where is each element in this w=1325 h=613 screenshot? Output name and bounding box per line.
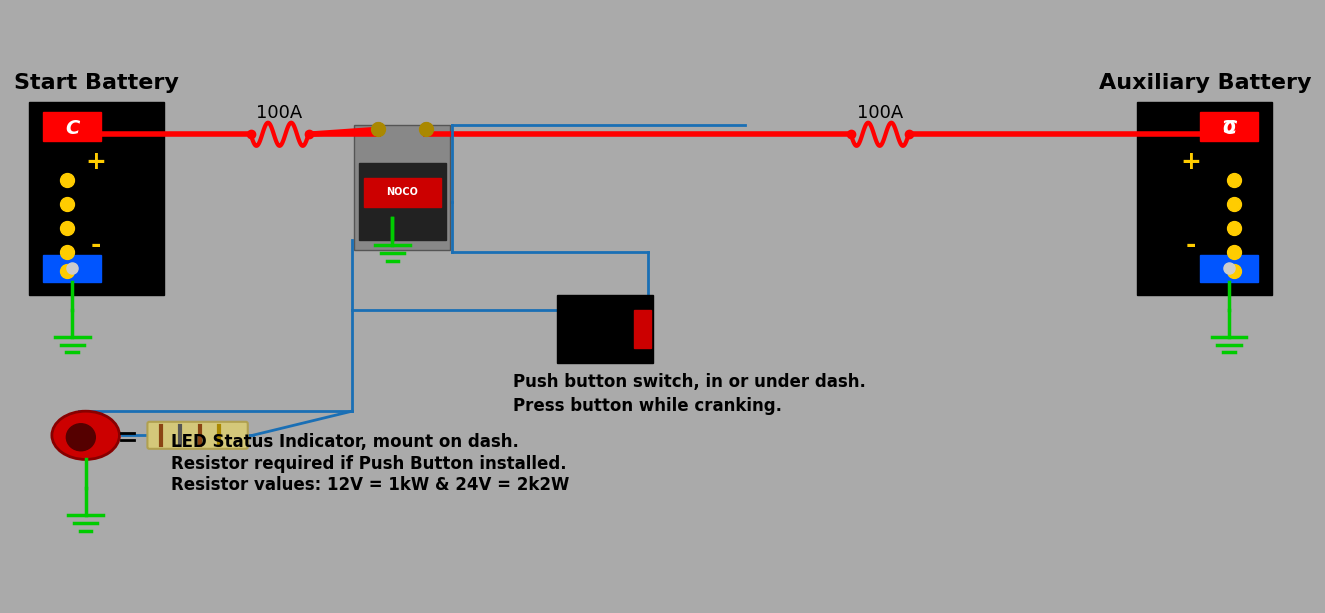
FancyBboxPatch shape — [633, 310, 651, 348]
Text: +: + — [1181, 150, 1200, 174]
FancyBboxPatch shape — [1137, 102, 1272, 295]
Text: 100A: 100A — [857, 104, 902, 122]
FancyBboxPatch shape — [44, 112, 101, 141]
Ellipse shape — [52, 411, 119, 459]
FancyBboxPatch shape — [1200, 112, 1257, 141]
Text: Press button while cranking.: Press button while cranking. — [513, 397, 782, 415]
Text: +: + — [86, 150, 107, 174]
FancyBboxPatch shape — [354, 124, 451, 250]
Text: NOCO: NOCO — [386, 187, 419, 197]
FancyBboxPatch shape — [29, 102, 164, 295]
Text: Ɔ: Ɔ — [1223, 120, 1236, 137]
Text: LED Status Indicator, mount on dash.: LED Status Indicator, mount on dash. — [171, 433, 518, 451]
FancyBboxPatch shape — [1200, 255, 1257, 282]
Text: Push button switch, in or under dash.: Push button switch, in or under dash. — [513, 373, 867, 390]
Text: C: C — [65, 119, 79, 138]
FancyBboxPatch shape — [556, 295, 653, 363]
Text: 100A: 100A — [257, 104, 302, 122]
Text: Auxiliary Battery: Auxiliary Battery — [1098, 73, 1312, 93]
Text: C: C — [1222, 119, 1236, 138]
Text: Resistor required if Push Button installed.: Resistor required if Push Button install… — [171, 455, 566, 473]
FancyBboxPatch shape — [359, 163, 445, 240]
Text: Resistor values: 12V = 1kW & 24V = 2k2W: Resistor values: 12V = 1kW & 24V = 2k2W — [171, 476, 568, 494]
FancyBboxPatch shape — [363, 178, 441, 207]
Ellipse shape — [66, 424, 95, 451]
Text: Start Battery: Start Battery — [13, 73, 179, 93]
Text: -: - — [91, 233, 102, 257]
Text: -: - — [1186, 233, 1195, 257]
FancyBboxPatch shape — [44, 255, 101, 282]
FancyBboxPatch shape — [147, 422, 248, 449]
